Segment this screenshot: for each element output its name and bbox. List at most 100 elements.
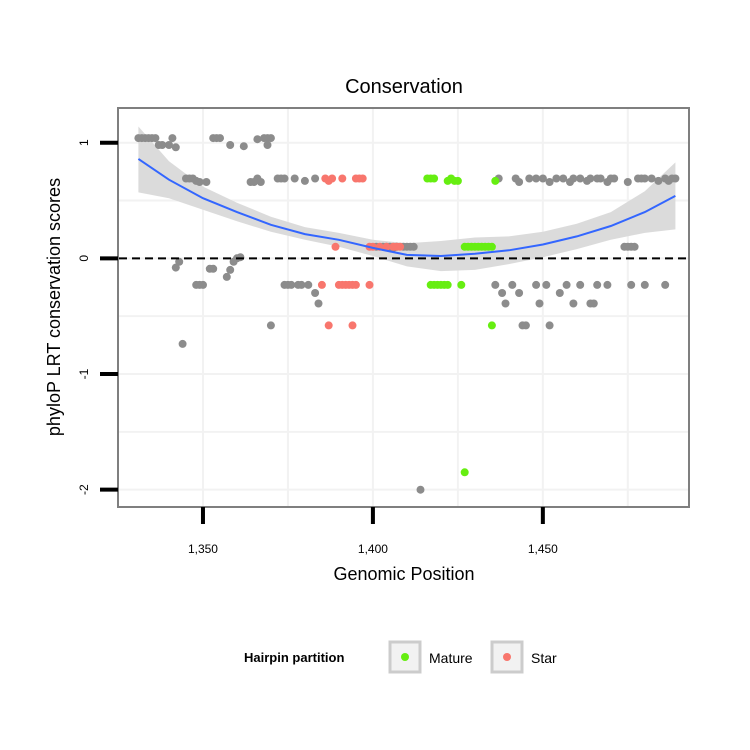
point-star: [348, 321, 357, 330]
point-other: [236, 253, 245, 262]
legend-marker-mature: [401, 653, 409, 661]
point-other: [297, 280, 306, 289]
point-star: [331, 242, 340, 251]
point-other: [576, 280, 585, 289]
point-mature: [487, 242, 496, 251]
point-other: [535, 299, 544, 308]
point-other: [151, 134, 160, 143]
point-other: [542, 280, 551, 289]
point-other: [300, 176, 309, 185]
point-other: [280, 174, 289, 183]
legend-label-mature: Mature: [429, 650, 473, 666]
point-star: [338, 174, 347, 183]
point-mature: [430, 174, 439, 183]
point-other: [287, 280, 296, 289]
point-other: [552, 174, 561, 183]
point-other: [586, 174, 595, 183]
point-other: [171, 143, 180, 152]
point-star: [317, 280, 326, 289]
point-other: [569, 174, 578, 183]
point-other: [538, 174, 547, 183]
point-mature: [457, 280, 466, 289]
point-other: [630, 242, 639, 251]
point-other: [559, 174, 568, 183]
x-axis: 1,350 1,400 1,450: [188, 507, 558, 556]
point-mature: [453, 176, 462, 185]
point-other: [515, 289, 524, 297]
point-other: [545, 321, 554, 330]
point-other: [416, 485, 425, 494]
point-star: [365, 280, 374, 289]
legend-key-mature: [388, 640, 422, 674]
point-other: [314, 299, 323, 308]
point-other: [623, 178, 632, 186]
y-axis-title: phyloP LRT conservation scores: [44, 178, 64, 436]
point-other: [521, 321, 530, 330]
point-other: [555, 289, 564, 297]
point-other: [256, 178, 265, 186]
point-other: [158, 141, 167, 149]
point-other: [178, 339, 187, 348]
point-mature: [460, 468, 469, 477]
point-other: [266, 134, 275, 143]
point-other: [226, 265, 235, 274]
point-other: [168, 134, 177, 143]
point-mature: [491, 176, 500, 185]
point-other: [263, 141, 272, 149]
point-mature: [443, 280, 452, 289]
point-other: [165, 141, 173, 149]
point-star: [358, 174, 367, 183]
point-other: [603, 280, 612, 289]
point-star: [328, 174, 337, 183]
chart-title: Conservation: [345, 76, 463, 98]
point-mature: [487, 321, 496, 330]
point-other: [647, 174, 656, 183]
x-tick-label: 1,400: [358, 542, 388, 556]
point-other: [311, 289, 320, 297]
confidence-ribbon-layer: [138, 126, 676, 272]
point-other: [562, 280, 571, 289]
point-other: [610, 174, 619, 183]
point-other: [515, 178, 524, 186]
point-other: [525, 174, 534, 183]
point-other: [195, 178, 204, 186]
x-tick-label: 1,450: [528, 542, 558, 556]
point-other: [545, 178, 554, 186]
point-other: [216, 134, 224, 143]
point-other: [199, 280, 207, 289]
point-other: [222, 272, 231, 281]
legend-label-star: Star: [531, 650, 557, 666]
points-layer: [134, 134, 680, 494]
point-other: [508, 280, 517, 289]
point-other: [569, 299, 578, 308]
point-other: [596, 174, 605, 183]
point-other: [171, 263, 180, 272]
point-other: [266, 321, 275, 330]
point-other: [311, 174, 320, 183]
point-other: [576, 174, 585, 183]
point-other: [640, 174, 649, 183]
point-other: [654, 176, 663, 185]
point-other: [627, 280, 636, 289]
point-other: [532, 174, 541, 183]
point-other: [640, 280, 649, 289]
point-other: [498, 289, 507, 297]
point-other: [661, 280, 670, 289]
point-star: [351, 280, 360, 289]
smooth-line-layer: [137, 158, 676, 258]
point-other: [209, 264, 218, 273]
point-star: [396, 242, 405, 251]
point-other: [304, 280, 313, 289]
point-other: [491, 280, 500, 289]
point-other: [532, 280, 541, 289]
grid-lines: [119, 109, 688, 506]
point-other: [593, 280, 602, 289]
y-tick-label: -2: [77, 484, 91, 495]
point-other: [589, 299, 598, 308]
point-other: [501, 299, 510, 308]
point-other: [290, 174, 299, 183]
smooth-line: [137, 158, 676, 258]
point-other: [202, 178, 211, 186]
point-other: [175, 257, 184, 266]
y-tick-label: 1: [77, 139, 91, 146]
